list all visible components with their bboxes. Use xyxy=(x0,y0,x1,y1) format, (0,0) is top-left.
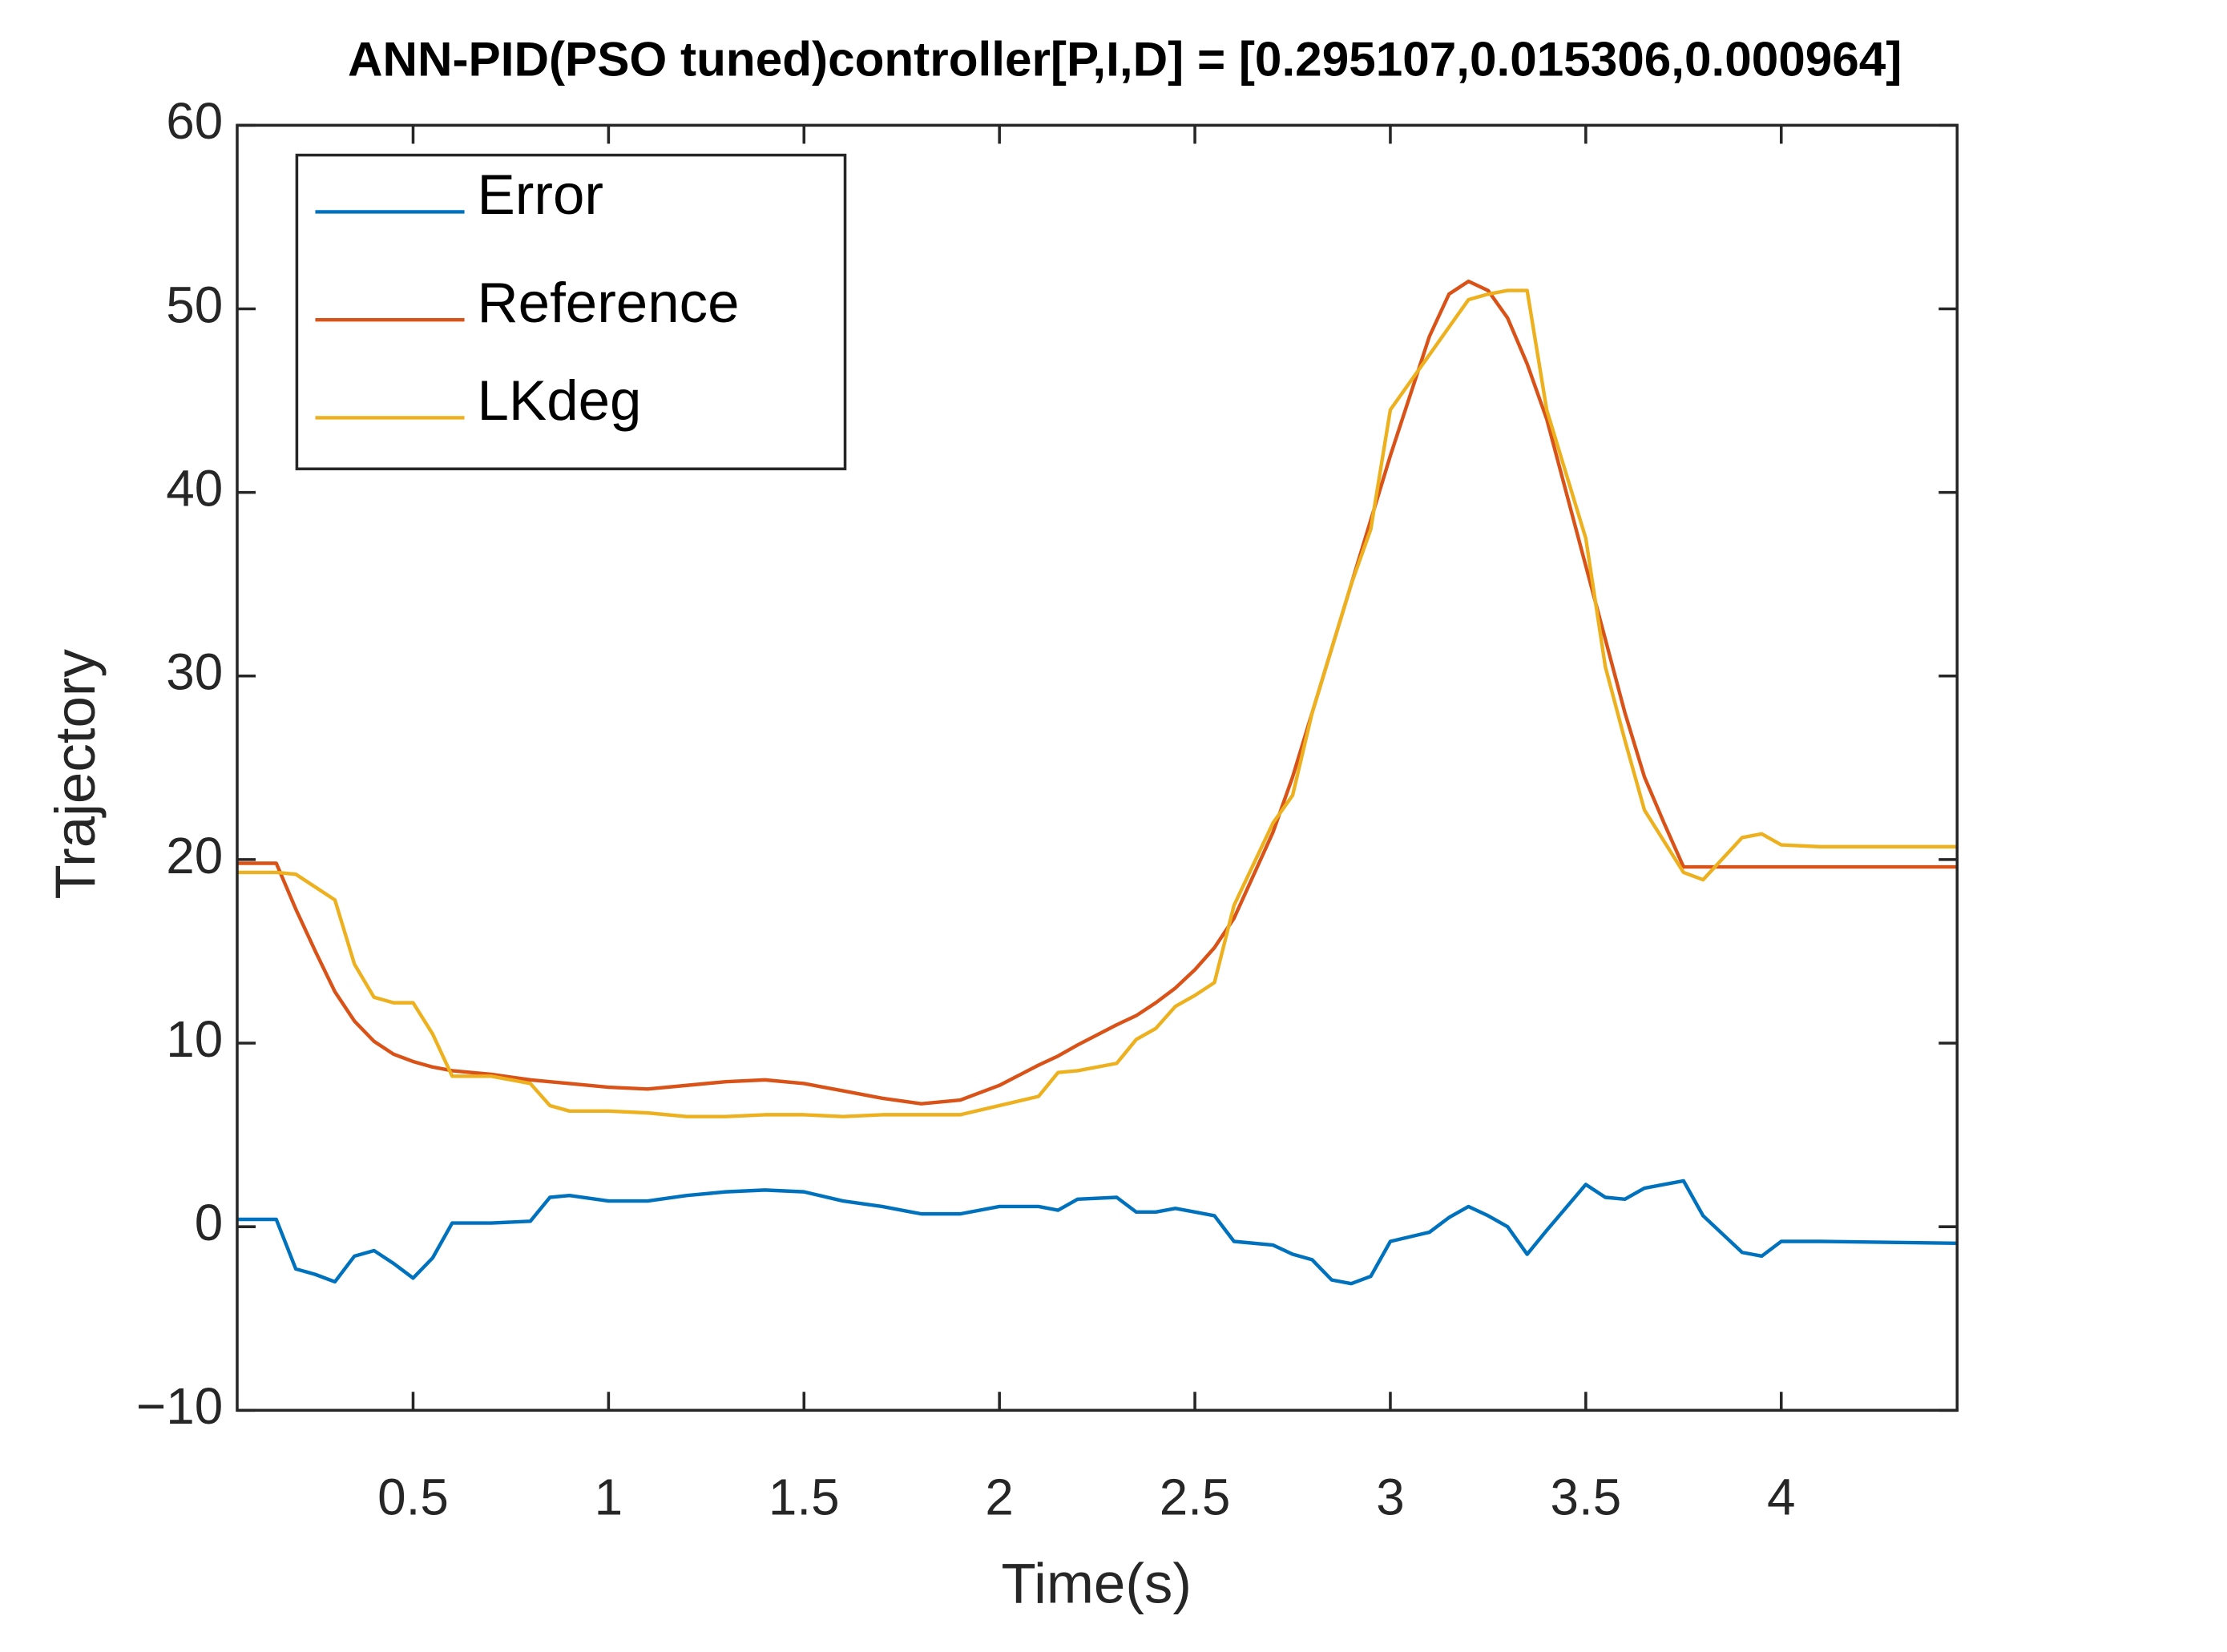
legend-label: LKdeg xyxy=(478,369,642,433)
x-tick-label: 3 xyxy=(1376,1469,1404,1526)
legend-label: Reference xyxy=(478,272,740,335)
y-tick-label: 10 xyxy=(166,1010,223,1068)
y-tick-label: 60 xyxy=(166,92,223,150)
series-line xyxy=(236,279,1958,1106)
series-line xyxy=(236,1179,1958,1286)
y-tick-label: 0 xyxy=(195,1194,223,1251)
legend-label: Error xyxy=(478,163,604,227)
y-tick-label: −10 xyxy=(136,1377,223,1435)
x-tick-label: 1.5 xyxy=(769,1469,840,1526)
plot-frame xyxy=(236,123,1959,1412)
y-tick-label: 40 xyxy=(166,459,223,517)
x-tick-label: 1 xyxy=(595,1469,623,1526)
x-tick-label: 2 xyxy=(985,1469,1013,1526)
x-tick-label: 2.5 xyxy=(1160,1469,1231,1526)
y-tick-label: 50 xyxy=(166,276,223,333)
y-axis-label: Trajectory xyxy=(44,649,107,900)
x-tick-label: 3.5 xyxy=(1551,1469,1622,1526)
series-line xyxy=(236,288,1958,1118)
x-tick-label: 4 xyxy=(1767,1469,1795,1526)
x-tick-label: 0.5 xyxy=(377,1469,449,1526)
chart-title: ANN-PID(PSO tuned)controller[P,I,D] = [0… xyxy=(348,31,1902,86)
y-tick-label: 30 xyxy=(166,643,223,701)
y-tick-label: 20 xyxy=(166,827,223,884)
x-axis-label: Time(s) xyxy=(1001,1553,1192,1616)
